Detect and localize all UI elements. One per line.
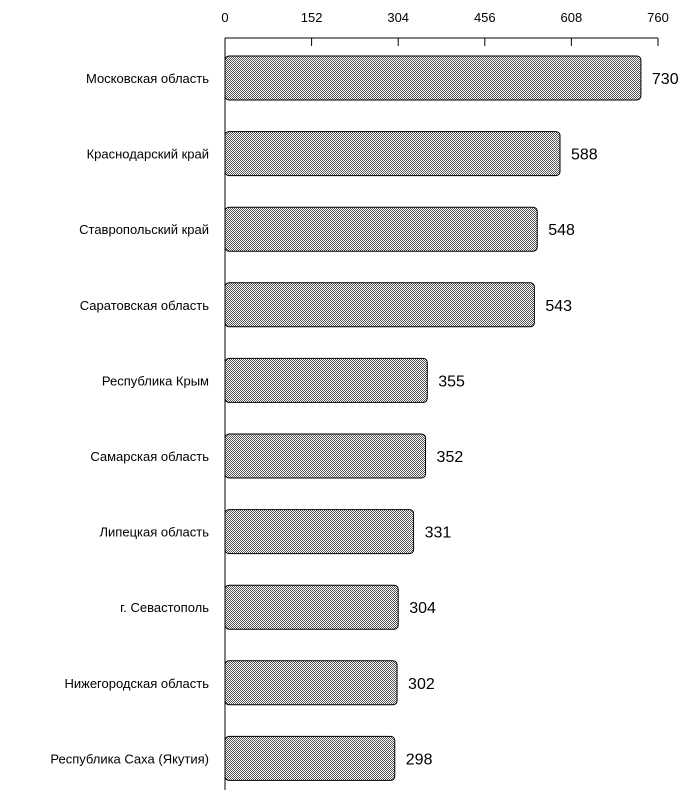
category-label: Республика Крым [102, 373, 209, 388]
data-label: 355 [438, 373, 465, 390]
bar [224, 357, 428, 403]
data-label: 298 [406, 751, 433, 768]
data-label: 352 [437, 449, 464, 466]
x-tick-label: 152 [301, 10, 323, 25]
bars [224, 55, 642, 781]
category-label: Республика Саха (Якутия) [50, 751, 209, 766]
category-label: Краснодарский край [87, 147, 209, 162]
x-tick-label: 608 [561, 10, 583, 25]
bar [224, 735, 396, 781]
bar [224, 433, 427, 479]
x-tick-label: 760 [647, 10, 669, 25]
category-label: Саратовская область [80, 298, 209, 313]
category-label: Ставропольский край [79, 222, 209, 237]
value-labels: 730 588 548 543 355 352 331 304 302 298 [406, 71, 679, 768]
data-label: 543 [545, 298, 572, 315]
bar [224, 660, 398, 706]
bar [224, 509, 415, 555]
data-label: 730 [652, 71, 679, 88]
bar [224, 282, 535, 328]
category-label: Московская область [86, 71, 209, 86]
category-labels: Московская область Краснодарский край Став… [50, 71, 209, 766]
data-label: 588 [571, 147, 598, 164]
data-label: 302 [408, 676, 435, 693]
x-tick-label: 456 [474, 10, 496, 25]
category-label: Нижегородская область [64, 676, 209, 691]
bar [224, 584, 399, 630]
x-tick-label: 0 [221, 10, 228, 25]
category-label: Липецкая область [100, 525, 210, 540]
bar [224, 131, 561, 177]
bar [224, 55, 642, 101]
category-label: Самарская область [90, 449, 209, 464]
data-label: 304 [409, 600, 436, 617]
data-label: 331 [425, 525, 452, 542]
data-label: 548 [548, 222, 575, 239]
category-label: г. Севастополь [120, 600, 209, 615]
x-tick-label: 304 [387, 10, 409, 25]
bar [224, 206, 538, 252]
